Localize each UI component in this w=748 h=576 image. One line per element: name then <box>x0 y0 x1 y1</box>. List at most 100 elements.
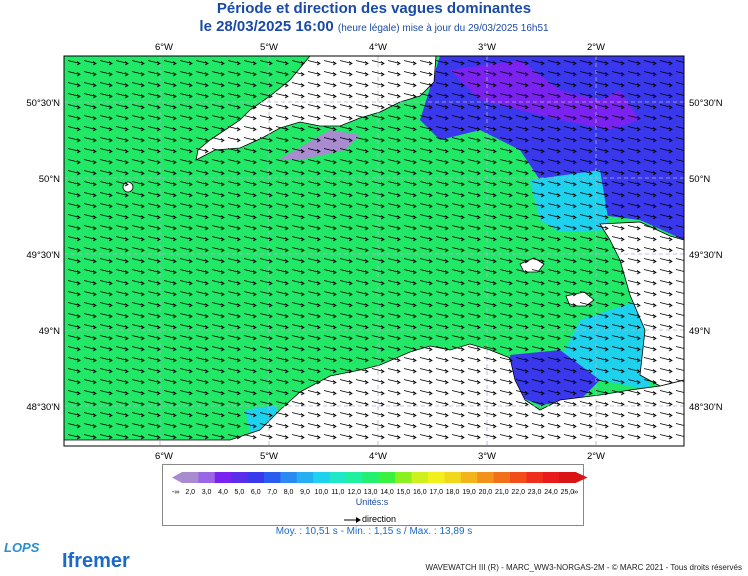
direction-arrow <box>99 258 113 262</box>
direction-arrow <box>371 203 385 207</box>
direction-arrowhead <box>348 127 353 132</box>
direction-arrow <box>131 225 145 229</box>
direction-arrowhead <box>412 138 417 143</box>
direction-arrowhead <box>636 204 641 209</box>
direction-arrow <box>579 401 593 405</box>
direction-arrow <box>435 159 449 163</box>
direction-arrowhead <box>556 336 561 341</box>
direction-arrow <box>67 313 81 317</box>
direction-arrowhead <box>252 237 257 242</box>
direction-arrowhead <box>540 215 545 220</box>
direction-arrow <box>163 126 177 130</box>
direction-arrowhead <box>556 138 561 143</box>
direction-arrow <box>355 192 369 196</box>
direction-arrow <box>147 423 161 427</box>
direction-arrowhead <box>332 182 337 187</box>
direction-arrowhead <box>604 83 609 88</box>
direction-arrow <box>451 115 465 119</box>
direction-arrow <box>611 60 625 64</box>
legend-cell <box>329 472 347 483</box>
direction-arrow <box>99 401 113 405</box>
direction-arrowhead <box>364 105 369 110</box>
direction-arrowhead <box>92 138 97 143</box>
direction-arrow <box>115 269 129 273</box>
direction-arrowhead <box>348 105 353 110</box>
direction-arrowhead <box>268 105 273 110</box>
direction-arrow <box>499 368 513 372</box>
direction-arrow <box>659 225 673 229</box>
direction-arrow <box>467 192 481 196</box>
direction-arrowhead <box>412 61 417 66</box>
direction-arrowhead <box>156 160 161 165</box>
direction-arrow <box>67 159 81 163</box>
direction-arrowhead <box>444 336 449 341</box>
direction-arrow <box>483 82 497 86</box>
direction-arrow <box>339 291 353 295</box>
direction-arrow <box>419 71 433 75</box>
direction-arrowhead <box>428 358 433 363</box>
direction-arrow <box>643 346 657 350</box>
direction-arrowhead <box>300 380 305 385</box>
direction-arrowhead <box>76 380 81 385</box>
direction-arrowhead <box>476 281 481 286</box>
direction-arrowhead <box>188 336 193 341</box>
direction-arrow <box>643 280 657 284</box>
direction-arrowhead <box>252 215 257 220</box>
direction-arrow <box>291 346 305 350</box>
direction-arrow <box>435 291 449 295</box>
direction-arrow <box>307 60 321 64</box>
direction-arrow <box>419 126 433 130</box>
direction-arrow <box>643 214 657 218</box>
direction-arrow <box>403 104 417 108</box>
direction-arrowhead <box>348 182 353 187</box>
direction-arrow <box>355 412 369 416</box>
direction-arrowhead <box>588 270 593 275</box>
direction-arrowhead <box>76 424 81 429</box>
direction-arrow <box>179 258 193 262</box>
direction-arrowhead <box>636 116 641 121</box>
direction-arrow <box>131 346 145 350</box>
legend-cell <box>477 472 495 483</box>
direction-arrowhead <box>476 105 481 110</box>
direction-arrowhead <box>652 127 657 132</box>
direction-arrowhead <box>252 369 257 374</box>
direction-arrowhead <box>332 347 337 352</box>
direction-arrow <box>371 335 385 339</box>
direction-arrowhead <box>508 193 513 198</box>
legend-cell <box>198 472 216 483</box>
direction-arrowhead <box>156 127 161 132</box>
direction-arrowhead <box>220 325 225 330</box>
subtitle-note: (heure légale) mise à jour du 29/03/2025… <box>337 23 549 34</box>
direction-arrow <box>355 258 369 262</box>
direction-arrowhead <box>364 380 369 385</box>
direction-arrow <box>227 379 241 383</box>
direction-arrowhead <box>348 138 353 143</box>
direction-arrow <box>515 258 529 262</box>
direction-arrowhead <box>620 380 625 385</box>
direction-arrowhead <box>188 259 193 264</box>
direction-arrowhead <box>604 237 609 242</box>
direction-arrow <box>211 313 225 317</box>
direction-arrowhead <box>76 171 81 176</box>
direction-arrow <box>243 412 257 416</box>
direction-arrowhead <box>556 226 561 231</box>
direction-arrowhead <box>380 358 385 363</box>
direction-arrowhead <box>188 193 193 198</box>
direction-arrow <box>467 291 481 295</box>
direction-arrowhead <box>476 94 481 99</box>
direction-arrow <box>563 247 577 251</box>
direction-arrow <box>131 181 145 185</box>
direction-arrow <box>163 291 177 295</box>
direction-arrow <box>147 313 161 317</box>
legend-value: 5,0 <box>235 489 245 496</box>
direction-arrowhead <box>412 127 417 132</box>
direction-arrowhead <box>252 72 257 77</box>
direction-arrowhead <box>556 391 561 396</box>
direction-arrowhead <box>284 127 289 132</box>
direction-arrow <box>227 269 241 273</box>
direction-arrow <box>67 357 81 361</box>
stats-line: Moy. : 10,51 s - Min. : 1,15 s / Max. : … <box>275 526 473 537</box>
direction-arrow <box>323 335 337 339</box>
direction-arrow <box>83 181 97 185</box>
legend-cell <box>559 472 577 483</box>
